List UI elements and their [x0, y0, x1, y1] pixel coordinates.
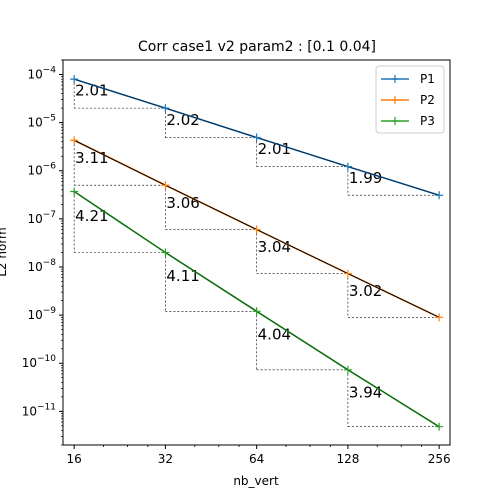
y-tick-label: 10−10 — [22, 354, 57, 370]
data-point-P3 — [343, 365, 352, 374]
slope-label: 4.04 — [258, 326, 291, 344]
slope-label: 1.99 — [349, 169, 382, 187]
slope-label: 3.11 — [75, 149, 108, 167]
data-point-P1 — [252, 133, 261, 142]
legend-box — [375, 65, 445, 134]
legend-marker-P1 — [391, 75, 399, 83]
series-layer — [70, 75, 444, 431]
x-tick-label: 32 — [158, 452, 173, 466]
x-tick-label: 256 — [428, 452, 451, 466]
y-tick-label: 10−4 — [27, 65, 56, 81]
y-tick-label: 10−6 — [27, 162, 56, 178]
slope-label: 4.11 — [166, 267, 199, 285]
chart-title: Corr case1 v2 param2 : [0.1 0.04] — [138, 39, 376, 55]
slope-triangles: 2.01 2.02 2.01 1.99 3.11 3.06 3.04 3.02 4.21 4.11… — [73, 79, 440, 428]
slope-label: 2.02 — [166, 111, 199, 129]
data-point-P3 — [70, 187, 79, 196]
data-point-P2 — [252, 225, 261, 234]
slope-label: 3.94 — [349, 384, 382, 402]
data-point-P1 — [70, 75, 79, 84]
data-point-P2 — [161, 181, 170, 190]
y-axis-title: L2 norm — [0, 227, 9, 277]
y-tick-label: 10−8 — [27, 258, 56, 274]
slope-label: 3.02 — [349, 282, 382, 300]
data-point-P3 — [161, 248, 170, 257]
y-tick-label: 10−9 — [27, 306, 56, 322]
legend-marker-P3 — [391, 117, 399, 125]
y-tick-label: 10−7 — [27, 210, 56, 226]
x-tick-label: 128 — [336, 452, 359, 466]
slope-label: 2.01 — [75, 82, 108, 100]
axis-ticks: 16 32 64 128 256 10−4 10−5 10−6 10−7 10−8 10−9 10−1… — [22, 59, 451, 466]
slope-label: 2.01 — [258, 140, 291, 158]
data-point-P2 — [70, 136, 79, 145]
data-point-P1 — [435, 191, 444, 200]
data-point-P1 — [343, 162, 352, 171]
data-point-P3 — [435, 422, 444, 431]
x-tick-label: 16 — [67, 452, 82, 466]
legend-label-P1: P1 — [420, 72, 435, 86]
slope-label: 3.04 — [258, 238, 291, 256]
y-tick-label: 10−5 — [27, 114, 56, 130]
data-point-P2 — [435, 313, 444, 322]
slope-label: 4.21 — [75, 207, 108, 225]
legend-marker-P2 — [391, 96, 399, 104]
legend-label-P3: P3 — [420, 114, 435, 128]
slope-label: 3.06 — [166, 194, 199, 212]
y-tick-label: 10−11 — [22, 402, 56, 418]
legend: P1 P2 P3 — [375, 65, 445, 134]
x-tick-label: 64 — [249, 452, 264, 466]
data-point-P1 — [161, 104, 170, 113]
x-axis-title: nb_vert — [233, 474, 279, 488]
data-point-P3 — [252, 307, 261, 316]
legend-label-P2: P2 — [420, 93, 435, 107]
data-point-P2 — [343, 269, 352, 278]
